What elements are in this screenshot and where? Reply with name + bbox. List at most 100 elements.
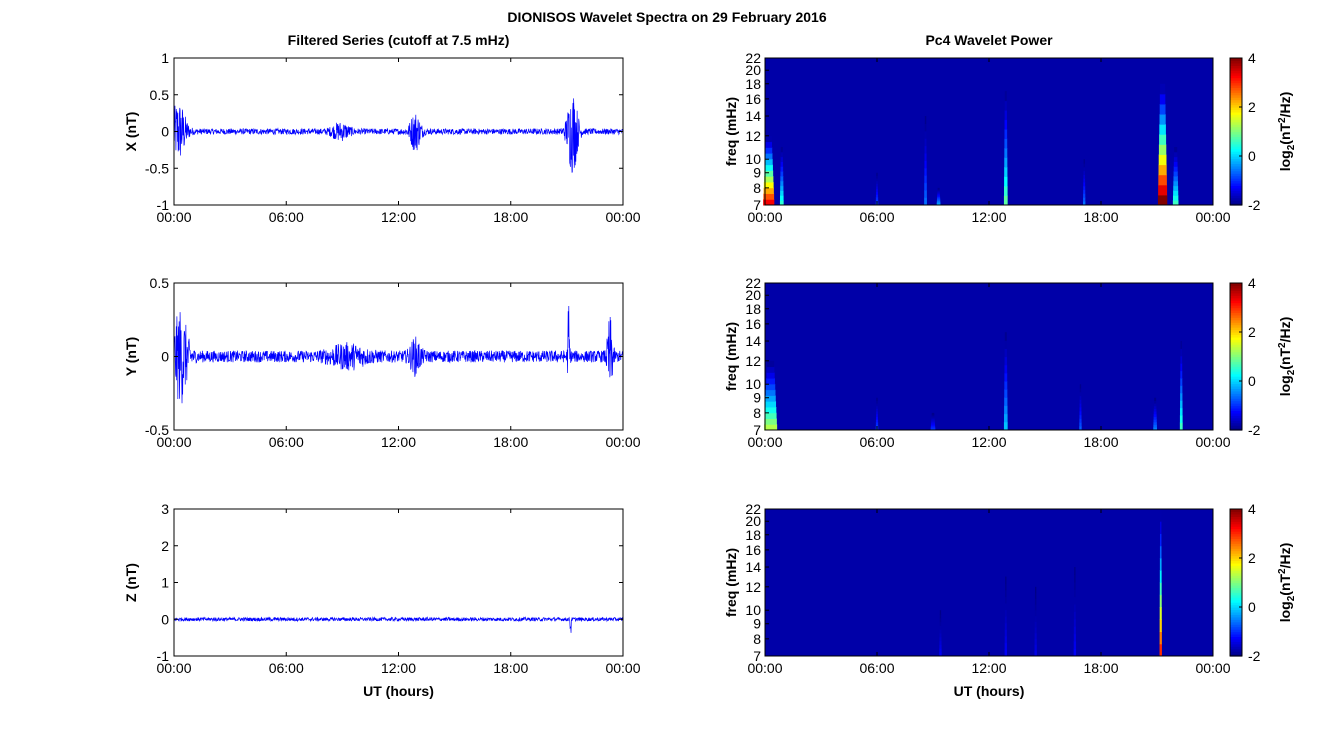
colorbar-swatch <box>1230 533 1242 537</box>
wavelet-power-event <box>1153 408 1157 412</box>
wavelet-power-event <box>936 200 941 203</box>
colorbar-swatch <box>1230 356 1242 360</box>
colorbar-swatch <box>1230 422 1242 426</box>
colorbar-swatch <box>1230 417 1242 421</box>
wavelet-power-event <box>780 175 784 182</box>
wavelet-power-event <box>937 189 940 192</box>
wavelet-power-event <box>1083 193 1086 198</box>
colorbar-swatch <box>1230 285 1242 289</box>
wavelet-power-event <box>1004 413 1008 423</box>
colorbar-swatch <box>1230 607 1242 611</box>
wavelet-power-event <box>765 141 772 148</box>
colorbar-tick-label: 2 <box>1248 324 1256 340</box>
wavelet-power-event <box>1079 418 1082 423</box>
wavelet-power-event <box>930 427 936 430</box>
colorbar-swatch <box>1230 354 1242 358</box>
colorbar-swatch <box>1230 121 1242 125</box>
wavelet-power-event <box>939 614 942 619</box>
wavelet-power-event <box>1004 609 1007 617</box>
colorbar-swatch <box>1230 545 1242 549</box>
chart-filtered-x: -1 -0.5 0 0.5 1 00:00 06:00 12:00 18:00 00:00 X (n… <box>123 32 641 225</box>
wavelet-power-event <box>1079 395 1082 400</box>
y-tick-label: 8 <box>753 631 761 647</box>
colorbar-swatch <box>1230 427 1242 431</box>
wavelet-power-event <box>1074 596 1076 605</box>
wavelet-power-event <box>1153 411 1157 415</box>
wavelet-power-event <box>931 418 935 421</box>
colorbar-swatch <box>1230 119 1242 123</box>
wavelet-power-event <box>1180 341 1183 349</box>
wavelet-power-event <box>1083 185 1086 191</box>
wavelet-power-event <box>1154 397 1157 401</box>
x-tick-label: 06:00 <box>859 434 894 450</box>
wavelet-power-event <box>780 180 784 187</box>
colorbar-swatch <box>1230 94 1242 98</box>
colorbar-swatch <box>1230 358 1242 362</box>
wavelet-power-event <box>937 190 940 193</box>
colorbar-swatch <box>1230 114 1242 118</box>
wavelet-power-event <box>764 158 773 166</box>
wavelet-power-event <box>1074 567 1076 575</box>
y-tick-label: 9 <box>753 390 761 406</box>
y-tick-label: 1 <box>161 50 169 66</box>
heatmap-background <box>765 58 1213 205</box>
y-tick-label: 10 <box>745 376 761 392</box>
wavelet-power-event <box>1172 200 1179 206</box>
wavelet-power-event <box>875 419 879 423</box>
colorbar-swatch <box>1230 178 1242 182</box>
colorbar-swatch <box>1230 346 1242 350</box>
wavelet-power-event <box>1073 618 1076 627</box>
y-tick-label: 18 <box>745 76 761 92</box>
wavelet-power-event <box>1005 596 1007 604</box>
wavelet-power-event <box>1083 174 1086 179</box>
colorbar-frame <box>1229 282 1243 431</box>
colorbar-swatch <box>1230 420 1242 424</box>
colorbar-swatch <box>1230 631 1242 635</box>
wavelet-power-event <box>939 652 942 657</box>
wavelet-power-event <box>931 417 935 420</box>
wavelet-power-event <box>779 200 784 206</box>
y-tick-label: 0.5 <box>150 87 170 103</box>
colorbar-swatch <box>1230 180 1242 184</box>
x-tick-label: 00:00 <box>605 660 640 676</box>
y-tick-label: 20 <box>745 513 761 529</box>
colorbar-swatch <box>1230 621 1242 625</box>
colorbar-swatch <box>1230 558 1242 562</box>
wavelet-power-event <box>766 378 775 385</box>
wavelet-power-event <box>876 175 878 179</box>
wavelet-power-event <box>1159 643 1162 657</box>
wavelet-power-event <box>765 153 773 160</box>
wavelet-power-event <box>876 191 878 195</box>
wavelet-power-event <box>1158 164 1167 176</box>
colorbar-swatch <box>1230 307 1242 311</box>
wavelet-power-event <box>1083 166 1085 172</box>
x-tick-label: 18:00 <box>493 209 528 225</box>
colorbar-swatch <box>1230 604 1242 608</box>
wavelet-power-event <box>1004 91 1007 102</box>
figure-title: DIONISOS Wavelet Spectra on 29 February … <box>507 9 826 25</box>
wavelet-power-event <box>1079 399 1082 404</box>
colorbar-swatch <box>1230 170 1242 174</box>
colorbar-swatch <box>1230 560 1242 564</box>
wavelet-power-event <box>1179 415 1183 424</box>
wavelet-power-event <box>1153 421 1157 426</box>
x-tick-label: 00:00 <box>1195 660 1230 676</box>
wavelet-power-event <box>924 145 927 154</box>
colorbar-swatch <box>1230 151 1242 155</box>
wavelet-power-event <box>1034 598 1037 605</box>
wavelet-power-event <box>875 421 879 426</box>
colorbar-swatch <box>1230 535 1242 539</box>
y-tick-label: 20 <box>745 287 761 303</box>
wavelet-power-event <box>763 187 774 194</box>
wavelet-power-event <box>1083 189 1086 195</box>
colorbar-swatch <box>1230 80 1242 84</box>
colorbar-swatch <box>1230 400 1242 404</box>
wavelet-power-event <box>924 197 927 206</box>
colorbar-swatch <box>1230 185 1242 189</box>
y-tick-label: 3 <box>161 501 169 517</box>
colorbar-label: log2(nT2/Hz) <box>1277 92 1297 172</box>
wavelet-power-event <box>780 171 784 177</box>
colorbar-swatch <box>1230 577 1242 581</box>
y-axis-label: freq (mHz) <box>723 322 739 391</box>
